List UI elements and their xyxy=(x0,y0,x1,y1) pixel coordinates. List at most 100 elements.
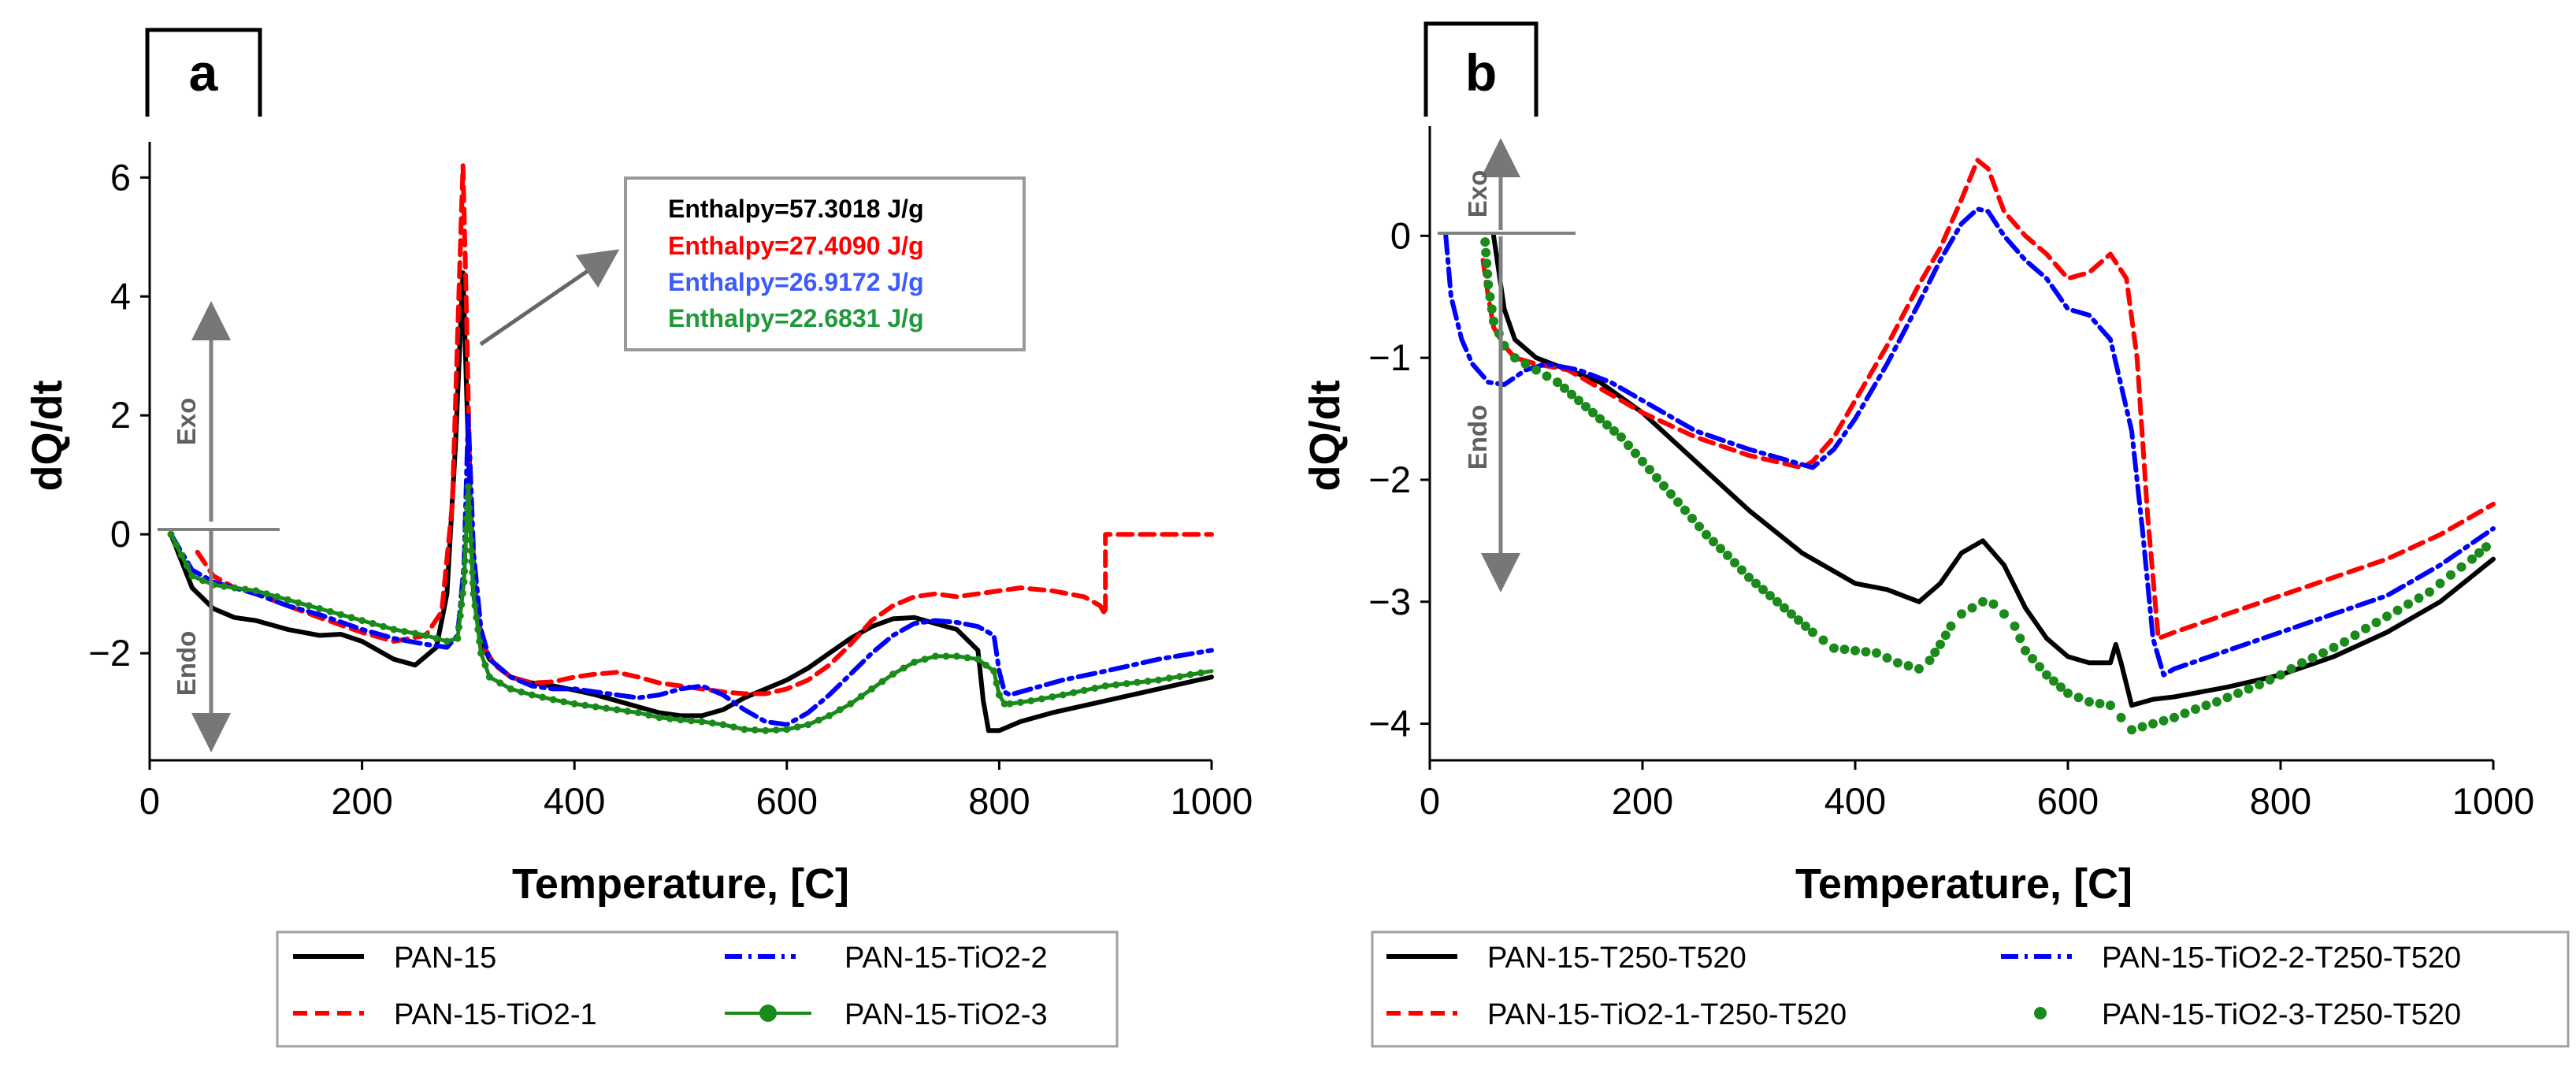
series-point-pan-15-tio2-3 xyxy=(470,590,477,598)
series-point-pan-15-tio2-3 xyxy=(570,700,578,708)
series-point-pan-15-tio2-3 xyxy=(993,679,1000,687)
panel-a-exo-label: Exo xyxy=(172,398,201,446)
series-point-pan-15-tio2-3 xyxy=(793,723,801,731)
series-point-pan-15-tio2-3-t250-t520 xyxy=(1794,615,1803,625)
series-point-pan-15-tio2-3-t250-t520 xyxy=(2073,693,2084,703)
series-point-pan-15-tio2-3 xyxy=(963,654,971,662)
series-point-pan-15-tio2-3 xyxy=(464,483,472,491)
series-point-pan-15-tio2-3-t250-t520 xyxy=(1751,578,1761,589)
series-point-pan-15-tio2-3-t250-t520 xyxy=(2212,696,2222,707)
series-point-pan-15-tio2-3-t250-t520 xyxy=(2170,712,2179,722)
series-point-pan-15-tio2-3 xyxy=(177,552,185,559)
series-point-pan-15-tio2-3-t250-t520 xyxy=(1520,358,1531,369)
series-point-pan-15-tio2-3-t250-t520 xyxy=(2233,688,2243,698)
panel-a-y-tick-label: 4 xyxy=(110,275,131,317)
series-point-pan-15-tio2-3-t250-t520 xyxy=(2297,658,2307,668)
series-point-pan-15-tio2-3 xyxy=(539,693,547,701)
series-point-pan-15-tio2-3-t250-t520 xyxy=(1595,414,1605,424)
enthalpy-pan-15-tio2-2: Enthalpy=26.9172 J/g xyxy=(668,268,924,296)
series-point-pan-15-tio2-3 xyxy=(1091,685,1099,692)
series-point-pan-15-tio2-3-t250-t520 xyxy=(1978,596,1988,607)
series-point-pan-15-tio2-3 xyxy=(751,726,759,734)
series-point-pan-15-tio2-3-t250-t520 xyxy=(2148,719,2158,729)
series-point-pan-15-tio2-3-t250-t520 xyxy=(1914,663,1924,674)
panel-b-label-box xyxy=(1423,21,1539,117)
series-point-pan-15-tio2-3-t250-t520 xyxy=(1487,304,1497,314)
series-point-pan-15-tio2-3-t250-t520 xyxy=(1680,505,1690,515)
panel-b-endo-label: Endo xyxy=(1463,405,1492,470)
legend-label-pan-15-tio2-3-t250-t520: PAN-15-TiO2-3-T250-T520 xyxy=(2102,998,2461,1031)
panel-a-x-tick-label: 400 xyxy=(544,780,605,822)
series-point-pan-15-tio2-3 xyxy=(708,719,716,727)
panel-a-y-tick-label: 2 xyxy=(110,394,131,436)
series-point-pan-15-tio2-3 xyxy=(473,614,481,622)
series-point-pan-15-tio2-3 xyxy=(458,600,466,608)
series-point-pan-15-tio2-3 xyxy=(390,626,398,633)
series-point-pan-15-tio2-3 xyxy=(465,493,473,501)
panel-a-y-tick-label: 0 xyxy=(110,513,131,555)
legend-label-pan-15-tio2-2-t250-t520: PAN-15-TiO2-2-T250-T520 xyxy=(2102,942,2461,975)
series-point-pan-15-tio2-3-t250-t520 xyxy=(1850,645,1860,656)
series-point-pan-15-tio2-3 xyxy=(476,637,484,645)
series-point-pan-15-tio2-3-t250-t520 xyxy=(1744,572,1754,582)
panel-a-endo-label: Endo xyxy=(172,631,201,696)
series-point-pan-15-tio2-3 xyxy=(772,726,780,734)
series-point-pan-15-tio2-3-t250-t520 xyxy=(2467,554,2477,564)
panel-a-x-tick-label: 0 xyxy=(139,780,160,822)
series-point-pan-15-tio2-3 xyxy=(380,622,388,630)
series-point-pan-15-tio2-3-t250-t520 xyxy=(1616,432,1626,442)
series-point-pan-15-tio2-3 xyxy=(456,612,464,620)
series-point-pan-15-tio2-3-t250-t520 xyxy=(1510,353,1520,363)
panel-b-x-tick-label: 0 xyxy=(1420,780,1440,822)
series-point-pan-15-tio2-3 xyxy=(481,661,489,669)
series-point-pan-15-tio2-3 xyxy=(729,723,737,731)
series-point-pan-15-tio2-3-t250-t520 xyxy=(2481,542,2491,552)
series-point-pan-15-tio2-3 xyxy=(549,696,557,704)
series-point-pan-15-tio2-3-t250-t520 xyxy=(2180,708,2190,719)
panel-a-y-axis-label: dQ/dt xyxy=(24,381,71,492)
series-point-pan-15-tio2-3 xyxy=(461,557,469,565)
panel-b-legend: PAN-15-T250-T520 PAN-15-TiO2-1-T250-T520… xyxy=(1371,930,2570,1048)
series-point-pan-15-tio2-3 xyxy=(1123,680,1130,688)
series-point-pan-15-tio2-3-t250-t520 xyxy=(1765,591,1775,600)
series-point-pan-15-tio2-3-t250-t520 xyxy=(2318,648,2328,658)
panel-b-y-tick-label: −2 xyxy=(1368,459,1411,500)
panel-b: b 0 200 400 600 800 1000 −4 −3 −2 −1 0 dQ/dt Tempe… xyxy=(1301,21,2570,1048)
series-point-pan-15-tio2-3-t250-t520 xyxy=(1758,585,1768,595)
panel-a-x-tick-label: 600 xyxy=(756,780,818,822)
series-point-pan-15-tio2-3 xyxy=(1155,676,1163,684)
series-point-pan-15-tio2-3-t250-t520 xyxy=(1659,481,1668,491)
series-point-pan-15-tio2-3 xyxy=(974,656,982,663)
series-point-pan-15-tio2-3 xyxy=(1176,673,1184,681)
series-point-pan-15-tio2-3-t250-t520 xyxy=(2414,593,2424,604)
panel-b-x-tick-label: 200 xyxy=(1612,780,1673,822)
series-point-pan-15-tio2-3 xyxy=(173,540,180,548)
series-point-pan-15-tio2-3-t250-t520 xyxy=(1652,473,1661,483)
series-point-pan-15-tio2-3-t250-t520 xyxy=(1780,603,1789,613)
panel-a-legend: PAN-15 PAN-15-TiO2-1 PAN-15-TiO2-2 PAN-1… xyxy=(276,930,1119,1048)
series-point-pan-15-tio2-3 xyxy=(560,698,568,706)
series-point-pan-15-tio2-3 xyxy=(1049,693,1056,700)
panel-b-y-tick-label: 0 xyxy=(1390,214,1411,256)
series-point-pan-15-tio2-3 xyxy=(804,721,812,729)
series-point-pan-15-tio2-3 xyxy=(1070,689,1078,696)
series-point-pan-15-tio2-3 xyxy=(471,602,479,610)
enthalpy-pan-15-tio2-1: Enthalpy=27.4090 J/g xyxy=(668,232,924,260)
series-point-pan-15-tio2-3-t250-t520 xyxy=(2137,722,2147,732)
series-point-pan-15-tio2-3-t250-t520 xyxy=(1602,420,1612,430)
series-point-pan-15-tio2-3 xyxy=(316,605,324,612)
series-point-pan-15-tio2-3 xyxy=(857,693,865,700)
enthalpy-pointer-arrow xyxy=(479,249,620,347)
series-point-pan-15-tio2-3-t250-t520 xyxy=(1936,639,1945,649)
series-point-pan-15-tio2-3-t250-t520 xyxy=(2084,696,2094,707)
series-point-pan-15-tio2-3-t250-t520 xyxy=(1702,529,1711,540)
legend-label-pan-15: PAN-15 xyxy=(394,942,496,975)
series-point-pan-15-tio2-3 xyxy=(199,577,206,585)
series-point-pan-15-tio2-3-t250-t520 xyxy=(1567,389,1576,399)
series-point-pan-15-tio2-3-t250-t520 xyxy=(2056,682,2066,693)
series-point-pan-15-tio2-3 xyxy=(528,691,536,699)
series-point-pan-15-tio2-3 xyxy=(337,611,345,618)
series-point-pan-15-tio2-3-t250-t520 xyxy=(1489,316,1498,326)
series-point-pan-15-tio2-3-t250-t520 xyxy=(1485,292,1495,302)
series-point-pan-15-tio2-3-t250-t520 xyxy=(2063,688,2073,698)
